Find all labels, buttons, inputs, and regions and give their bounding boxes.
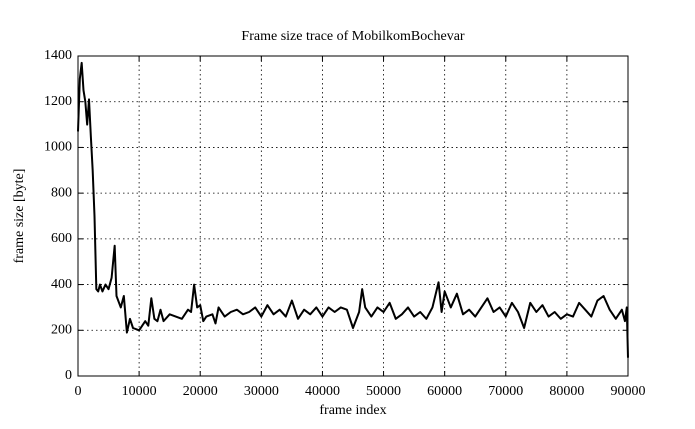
x-axis-label: frame index xyxy=(319,403,386,418)
x-tick-label: 60000 xyxy=(427,384,462,399)
x-tick-label: 30000 xyxy=(244,384,279,399)
x-tick-label: 0 xyxy=(75,384,82,399)
y-tick-label: 800 xyxy=(51,185,72,200)
y-tick-label: 600 xyxy=(51,231,72,246)
y-tick-label: 1000 xyxy=(44,140,72,155)
x-tick-label: 50000 xyxy=(366,384,401,399)
x-tick-label: 70000 xyxy=(488,384,523,399)
x-tick-label: 90000 xyxy=(611,384,646,399)
y-tick-label: 400 xyxy=(51,277,72,292)
y-tick-label: 200 xyxy=(51,323,72,338)
y-tick-label: 0 xyxy=(65,368,72,383)
x-tick-label: 10000 xyxy=(122,384,157,399)
y-axis-label: frame size [byte] xyxy=(12,169,27,264)
y-tick-label: 1400 xyxy=(44,48,72,63)
x-tick-label: 40000 xyxy=(305,384,340,399)
plot-frame xyxy=(77,55,629,377)
x-tick-label: 80000 xyxy=(549,384,584,399)
x-tick-label: 20000 xyxy=(183,384,218,399)
chart-title: Frame size trace of MobilkomBochevar xyxy=(241,29,464,44)
y-tick-label: 1200 xyxy=(44,94,72,109)
data-line xyxy=(77,61,629,358)
